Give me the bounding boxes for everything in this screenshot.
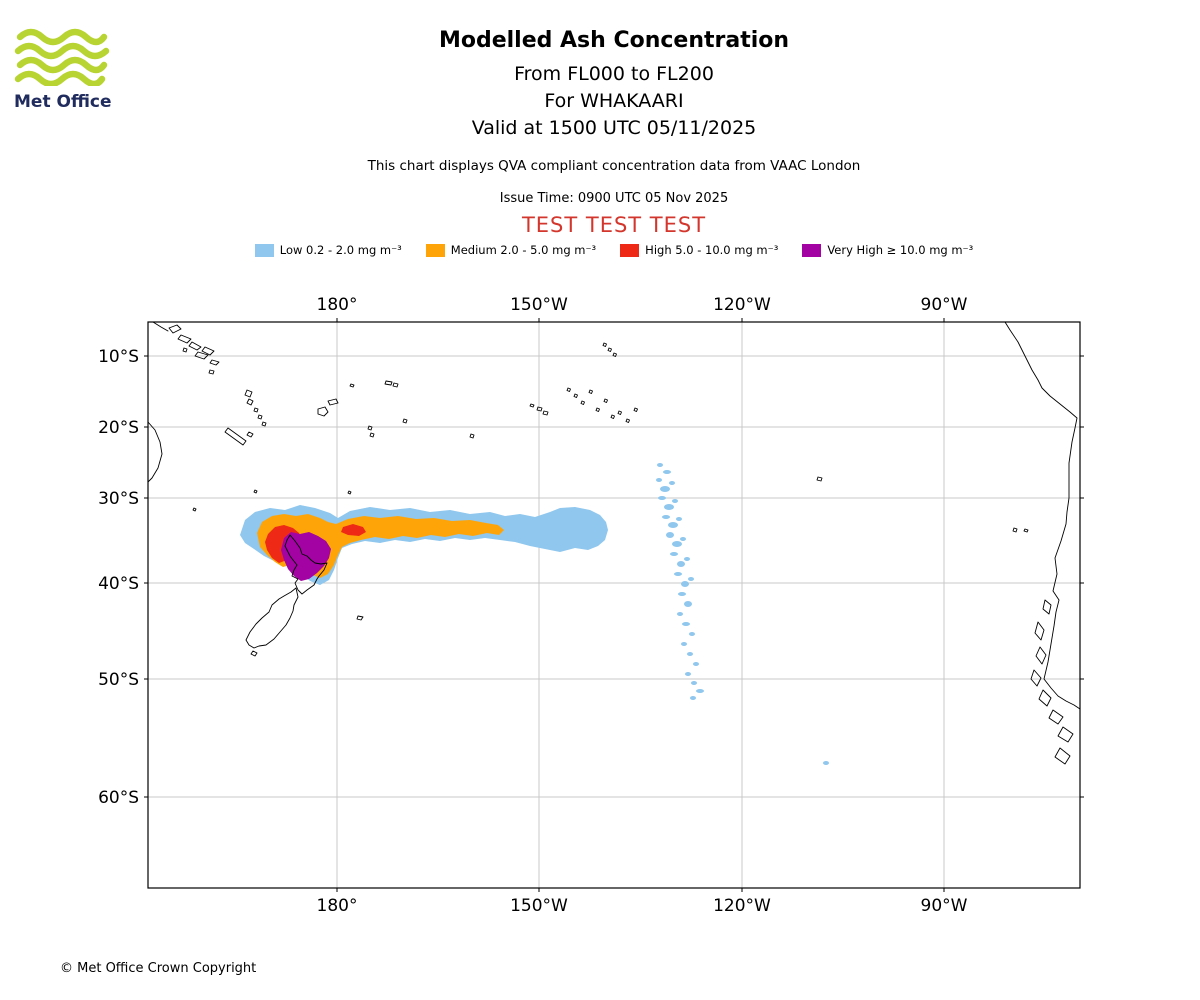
copyright-notice: © Met Office Crown Copyright <box>60 961 257 976</box>
x-tick-label-top: 180° <box>317 295 358 315</box>
x-tick-label-top: 150°W <box>510 295 568 315</box>
y-tick-label: 60°S <box>98 788 139 808</box>
ash-patch-low <box>663 470 671 474</box>
ash-patch-low <box>658 496 666 500</box>
ash-patch-low <box>668 522 678 528</box>
ash-patch-low <box>664 504 674 510</box>
subtitle-valid-time: Valid at 1500 UTC 05/11/2025 <box>471 117 757 139</box>
y-tick-label: 50°S <box>98 670 139 690</box>
coast-south-america <box>1004 321 1081 765</box>
page-title: Modelled Ash Concentration <box>438 28 790 53</box>
y-tick-label: 30°S <box>98 489 139 509</box>
ash-patch-low <box>681 642 687 646</box>
coast-vanuatu <box>244 389 267 427</box>
ash-contour-high <box>341 524 366 536</box>
coast-solomon-islands <box>152 321 220 375</box>
issue-time: Issue Time: 0900 UTC 05 Nov 2025 <box>499 191 729 206</box>
met-office-logo: Met Office <box>14 28 124 112</box>
map-axes: 180° 180° 150°W 150°W 120°W 120°W 90°W 90°W 10°S… <box>98 295 1084 916</box>
ash-patch-low <box>680 537 686 541</box>
ash-contour-very_high <box>281 532 331 581</box>
y-tick-label: 20°S <box>98 418 139 438</box>
ash-patch-low <box>677 612 683 616</box>
ash-patch-low <box>685 672 691 676</box>
legend-swatch-very-high-icon <box>802 243 822 257</box>
ash-patch-low <box>682 622 690 626</box>
ash-concentration-map: 180° 180° 150°W 150°W 120°W 120°W 90°W 90°W 10°S… <box>98 295 1084 916</box>
ash-patch-low <box>669 481 675 485</box>
ash-patch-low <box>676 517 682 521</box>
legend-label-low: Low 0.2 - 2.0 mg m⁻³ <box>279 243 402 257</box>
ash-patch-low <box>690 696 696 700</box>
ash-patch-low <box>684 557 690 561</box>
ash-patch-low <box>689 632 695 636</box>
ash-patch-low <box>662 515 670 519</box>
legend-item-high: High 5.0 - 10.0 mg m⁻³ <box>620 243 778 257</box>
legend-swatch-high-icon <box>620 243 640 257</box>
map-gridlines <box>148 322 1080 888</box>
ash-patch-low <box>684 601 692 607</box>
legend-label-high: High 5.0 - 10.0 mg m⁻³ <box>645 243 779 257</box>
legend-label-medium: Medium 2.0 - 5.0 mg m⁻³ <box>450 243 597 257</box>
x-tick-label-bottom: 180° <box>317 896 358 916</box>
test-banner: TEST TEST TEST <box>521 213 707 237</box>
coastlines <box>147 321 1081 765</box>
ash-patch-low <box>674 572 682 576</box>
legend-swatch-low-icon <box>254 243 274 257</box>
ash-patch-low <box>666 532 674 538</box>
ash-patch-low <box>687 652 693 656</box>
ash-patch-low <box>678 592 686 596</box>
ash-patch-low <box>696 689 704 693</box>
coast-pacific-islands <box>192 342 1029 621</box>
y-tick-label: 10°S <box>98 347 139 367</box>
y-tick-label: 40°S <box>98 574 139 594</box>
ash-patch-low <box>656 478 662 482</box>
coast-new-caledonia <box>224 427 254 446</box>
ash-patch-low <box>691 681 697 685</box>
x-tick-label-bottom: 120°W <box>713 896 771 916</box>
subtitle-flight-levels: From FL000 to FL200 <box>514 63 714 85</box>
legend-label-very-high: Very High ≥ 10.0 mg m⁻³ <box>827 243 974 257</box>
logo-waves-icon <box>14 28 110 88</box>
legend-item-medium: Medium 2.0 - 5.0 mg m⁻³ <box>425 243 597 257</box>
legend-swatch-medium-icon <box>425 243 445 257</box>
x-tick-label-top: 90°W <box>921 295 968 315</box>
ash-patch-low <box>672 541 682 547</box>
map-border <box>147 321 1081 889</box>
ash-patch-low <box>657 463 663 467</box>
coast-australia <box>147 421 163 483</box>
ash-patch-low <box>693 662 699 666</box>
ash-patch-low <box>688 577 694 581</box>
x-tick-label-top: 120°W <box>713 295 771 315</box>
subtitle-volcano: For WHAKAARI <box>544 90 684 112</box>
ash-patch-low <box>670 552 678 556</box>
ash-patch-low <box>677 561 685 567</box>
ash-patch-low <box>672 499 678 503</box>
logo-text: Met Office <box>14 92 112 112</box>
legend-item-very-high: Very High ≥ 10.0 mg m⁻³ <box>802 243 973 257</box>
legend-item-low: Low 0.2 - 2.0 mg m⁻³ <box>254 243 402 257</box>
legend: Low 0.2 - 2.0 mg m⁻³ Medium 2.0 - 5.0 mg… <box>14 243 1200 257</box>
x-tick-label-bottom: 150°W <box>510 896 568 916</box>
ash-patch-low <box>823 761 829 765</box>
ash-patch-low <box>660 486 670 492</box>
x-tick-label-bottom: 90°W <box>921 896 968 916</box>
coast-new-zealand <box>245 534 328 657</box>
chart-description: This chart displays QVA compliant concen… <box>367 158 861 174</box>
ash-plume-layer <box>240 463 829 765</box>
ash-patch-low <box>681 581 689 587</box>
